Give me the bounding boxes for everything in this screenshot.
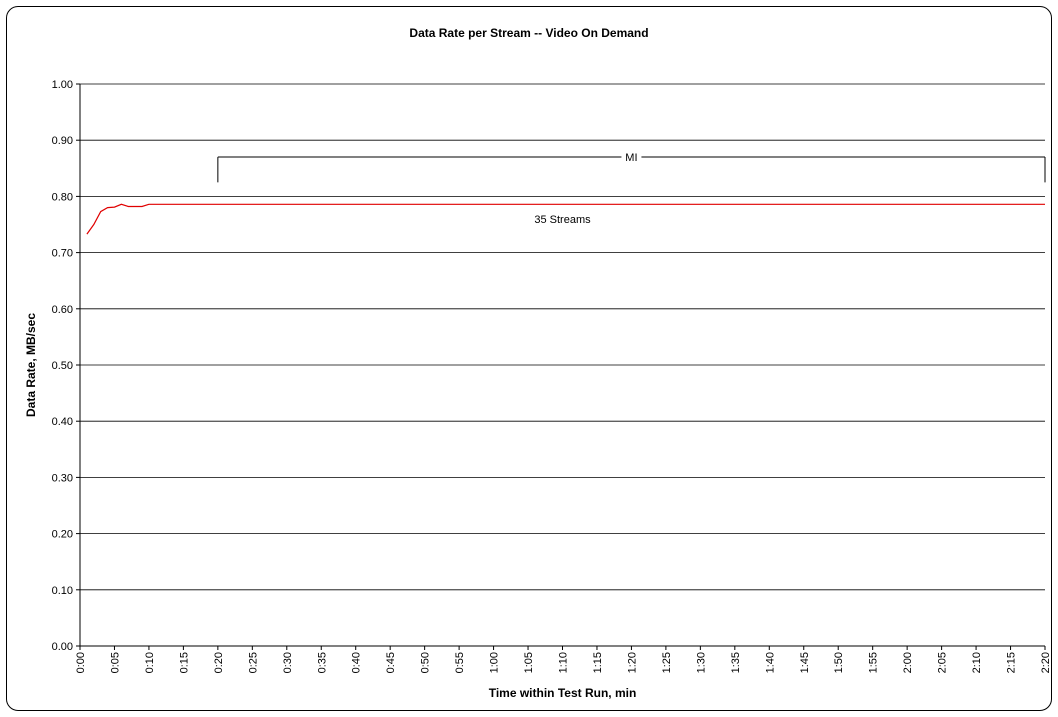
y-axis-label: Data Rate, MB/sec xyxy=(24,313,38,417)
x-tick-label: 0:40 xyxy=(351,652,363,673)
x-axis-ticks: 0:00 0:05 0:10 0:15 0:20 0:25 0:30 0:35 0:40 0:45… xyxy=(75,646,1052,673)
bracket-label: MI xyxy=(625,152,637,164)
x-tick-label: 2:00 xyxy=(902,652,914,673)
chart-frame xyxy=(6,6,1052,711)
y-tick-label: 0.90 xyxy=(52,135,73,147)
y-tick-label: 0.40 xyxy=(52,416,73,428)
x-tick-label: 1:10 xyxy=(558,652,570,673)
x-tick-label: 1:35 xyxy=(730,652,742,673)
x-tick-label: 0:25 xyxy=(247,652,259,673)
y-tick-label: 0.30 xyxy=(52,472,73,484)
x-tick-label: 0:30 xyxy=(282,652,294,673)
y-tick-label: 0.10 xyxy=(52,585,73,597)
x-axis-label: Time within Test Run, min xyxy=(489,686,637,700)
x-tick-label: 2:15 xyxy=(1006,652,1018,673)
x-tick-label: 0:45 xyxy=(385,652,397,673)
x-tick-label: 0:20 xyxy=(213,652,225,673)
x-tick-label: 1:05 xyxy=(523,652,535,673)
y-tick-label: 0.50 xyxy=(52,360,73,372)
x-tick-label: 1:25 xyxy=(661,652,673,673)
x-tick-label: 2:20 xyxy=(1040,652,1052,673)
y-axis-ticks: 0.00 0.10 0.20 0.30 0.40 0.50 0.60 0.70 0.80 0.90… xyxy=(52,79,80,653)
x-tick-label: 1:40 xyxy=(764,652,776,673)
annotations: 35 Streams MI xyxy=(217,152,1046,226)
x-tick-label: 0:50 xyxy=(420,652,432,673)
y-tick-label: 0.60 xyxy=(52,304,73,316)
x-tick-label: 0:05 xyxy=(109,652,121,673)
y-tick-label: 0.70 xyxy=(52,248,73,260)
x-tick-label: 1:45 xyxy=(799,652,811,673)
y-tick-label: 0.80 xyxy=(52,191,73,203)
axes xyxy=(79,84,1045,647)
x-tick-label: 1:50 xyxy=(833,652,845,673)
x-tick-label: 1:20 xyxy=(626,652,638,673)
x-tick-label: 2:05 xyxy=(937,652,949,673)
series-annotation: 35 Streams xyxy=(534,214,591,226)
gridlines xyxy=(80,83,1045,647)
series-group xyxy=(86,203,1045,235)
x-tick-label: 2:10 xyxy=(971,652,983,673)
x-tick-label: 0:35 xyxy=(316,652,328,673)
x-tick-label: 0:55 xyxy=(454,652,466,673)
chart-title: Data Rate per Stream -- Video On Demand xyxy=(409,26,648,40)
x-tick-label: 0:00 xyxy=(75,652,87,673)
y-tick-label: 0.20 xyxy=(52,529,73,541)
x-tick-label: 1:00 xyxy=(489,652,501,673)
y-tick-label: 0.00 xyxy=(52,641,73,653)
y-tick-label: 1.00 xyxy=(52,79,73,91)
x-tick-label: 0:10 xyxy=(144,652,156,673)
x-tick-label: 1:15 xyxy=(592,652,604,673)
x-tick-label: 1:55 xyxy=(868,652,880,673)
x-tick-label: 1:30 xyxy=(695,652,707,673)
series-line xyxy=(86,203,1045,235)
x-tick-label: 0:15 xyxy=(178,652,190,673)
